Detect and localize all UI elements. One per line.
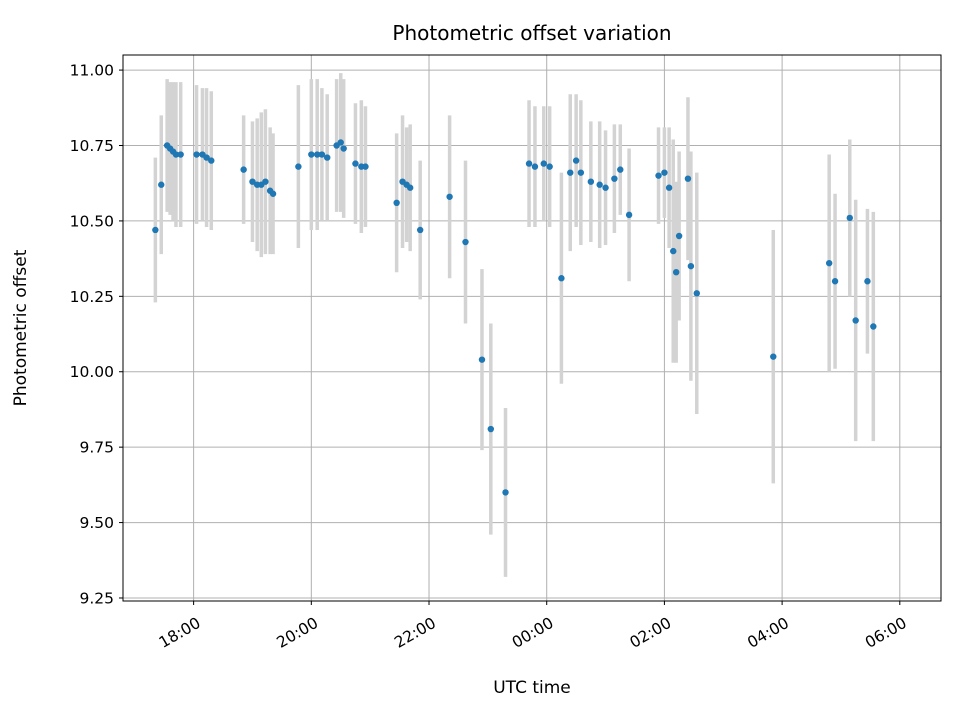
data-point [446,193,453,200]
data-point [846,214,853,222]
data-point [675,232,683,240]
x-tick-label: 04:00 [744,614,792,652]
data-point [478,356,486,363]
data-point [362,163,369,170]
data-point [295,163,302,170]
data-point [531,163,539,170]
data-point [672,268,680,276]
data-point [558,275,565,282]
data-point [602,184,609,191]
data-point [546,163,553,170]
data-point [406,184,414,191]
data-point [352,160,359,167]
data-point [172,151,180,158]
data-point [577,169,585,176]
data-point [240,166,247,173]
data-point [572,157,580,164]
plot-area: 18:00 20:00 22:00 00:00 02:00 04:00 06:00 9.25 9… [70,54,942,652]
data-point [596,181,603,188]
y-tick-label: 9.75 [79,439,114,457]
data-point [852,317,859,324]
data-point [337,139,344,146]
data-point [318,151,326,158]
data-point [193,151,200,158]
y-tick-label: 10.75 [70,137,114,155]
data-point [208,157,215,164]
data-point [864,278,871,285]
data-point [487,425,495,433]
data-point [269,190,277,197]
data-point [831,278,839,285]
data-point [825,259,833,267]
data-point [587,178,595,185]
data-point [567,169,574,176]
data-point [177,151,184,158]
x-tick-label: 22:00 [391,614,439,652]
data-point [661,169,668,176]
data-point [314,151,321,158]
data-point [870,323,877,330]
data-point [693,290,700,297]
data-point [152,226,159,234]
data-point [324,154,331,161]
data-point [655,172,662,179]
data-point [770,353,777,360]
data-point [203,154,210,161]
data-point [340,145,347,152]
data-point [262,178,269,185]
x-tick-label: 20:00 [274,614,322,652]
data-point [625,211,633,219]
data-point [393,199,400,207]
y-tick-label: 9.25 [79,589,114,607]
data-point [462,238,469,246]
data-point [540,160,547,167]
y-tick-label: 10.50 [70,212,114,230]
data-point [249,178,256,185]
data-point [670,247,677,255]
y-tick-label: 10.25 [70,288,114,306]
chart-title: Photometric offset variation [392,21,671,45]
data-point [416,226,424,234]
data-point [611,175,618,182]
x-tick-label: 06:00 [862,614,910,652]
x-tick-label: 00:00 [509,614,557,652]
data-point [158,181,165,188]
x-tick-label: 18:00 [156,614,204,652]
data-point [617,166,624,173]
data-point [525,160,533,167]
x-tick-label: 02:00 [627,614,675,652]
plot-border [122,54,942,602]
data-point [308,151,315,158]
data-point [665,184,673,191]
y-tick-label: 10.00 [70,363,114,381]
data-point [502,489,509,496]
x-axis-label: UTC time [493,678,571,698]
data-point [687,262,695,270]
y-tick-label: 9.50 [79,514,114,532]
y-tick-label: 11.00 [70,62,114,80]
y-axis-label: Photometric offset [11,249,31,406]
data-point [684,175,692,182]
